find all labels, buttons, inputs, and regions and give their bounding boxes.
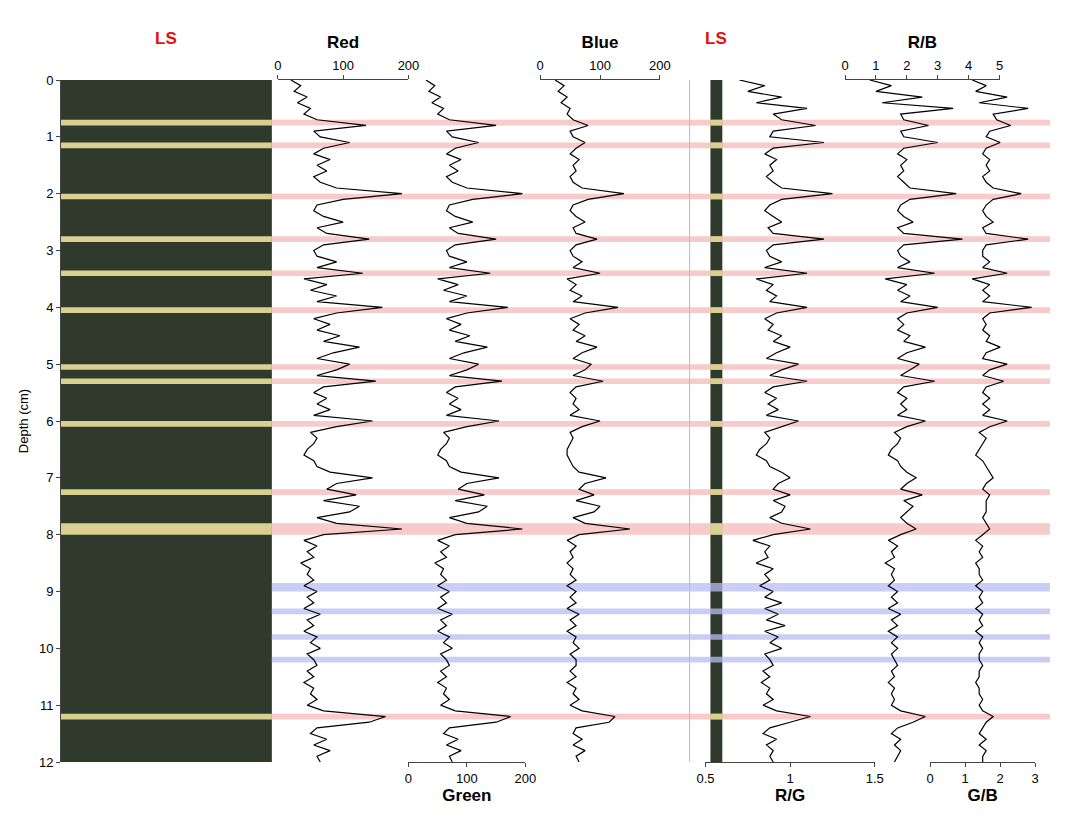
svg-text:1: 1	[46, 129, 53, 144]
svg-text:7: 7	[46, 470, 53, 485]
svg-text:3: 3	[934, 58, 941, 73]
svg-text:4: 4	[46, 300, 53, 315]
svg-text:9: 9	[46, 584, 53, 599]
svg-text:10: 10	[39, 641, 53, 656]
svg-text:6: 6	[46, 414, 53, 429]
svg-text:0: 0	[405, 771, 412, 786]
svg-text:R/B: R/B	[908, 33, 937, 52]
svg-text:2: 2	[46, 186, 53, 201]
svg-text:G/B: G/B	[968, 786, 998, 805]
svg-text:1: 1	[872, 58, 879, 73]
svg-text:Red: Red	[327, 33, 359, 52]
svg-text:3: 3	[1032, 771, 1039, 786]
svg-text:0: 0	[841, 58, 848, 73]
svg-text:100: 100	[589, 58, 611, 73]
svg-text:Green: Green	[442, 786, 491, 805]
svg-text:R/G: R/G	[775, 786, 805, 805]
svg-text:LS: LS	[155, 29, 177, 48]
svg-text:200: 200	[514, 771, 536, 786]
svg-text:0: 0	[46, 73, 53, 88]
svg-text:2: 2	[997, 771, 1004, 786]
svg-text:Blue: Blue	[582, 33, 619, 52]
svg-text:4: 4	[965, 58, 972, 73]
svg-text:LS: LS	[705, 29, 727, 48]
svg-text:1: 1	[787, 771, 794, 786]
svg-text:100: 100	[456, 771, 478, 786]
svg-text:Depth (cm): Depth (cm)	[16, 389, 31, 453]
svg-text:0: 0	[927, 771, 934, 786]
svg-text:2: 2	[903, 58, 910, 73]
svg-text:11: 11	[40, 698, 54, 713]
svg-text:5: 5	[46, 357, 53, 372]
svg-text:0: 0	[537, 58, 544, 73]
svg-text:0: 0	[274, 58, 281, 73]
svg-text:200: 200	[398, 58, 420, 73]
svg-text:3: 3	[46, 243, 53, 258]
svg-text:5: 5	[996, 58, 1003, 73]
svg-text:100: 100	[332, 58, 354, 73]
svg-text:12: 12	[39, 755, 53, 770]
svg-text:1: 1	[962, 771, 969, 786]
svg-text:0.5: 0.5	[696, 771, 714, 786]
svg-text:8: 8	[46, 527, 53, 542]
svg-text:1.5: 1.5	[866, 771, 884, 786]
svg-text:200: 200	[649, 58, 671, 73]
